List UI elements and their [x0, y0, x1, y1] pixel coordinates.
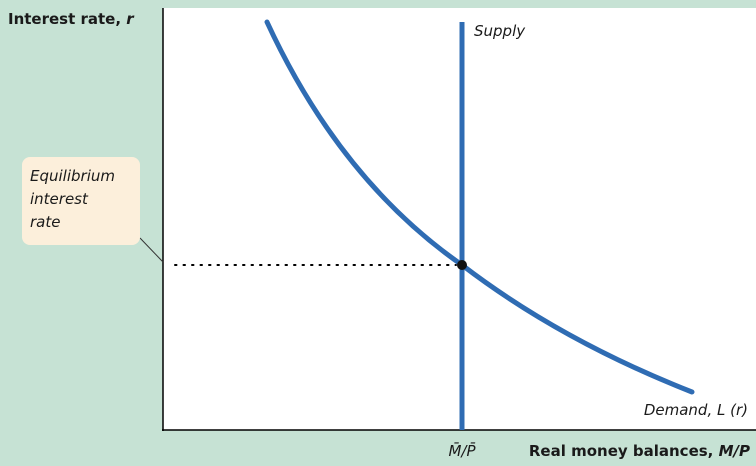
callout-line: Equilibrium — [30, 167, 115, 185]
supply-level-label: M̄/P̄ — [448, 441, 476, 460]
callout-line: rate — [30, 213, 60, 231]
y-axis-title: Interest rate, r — [8, 10, 135, 28]
demand-label: Demand, L (r) — [644, 401, 748, 419]
x-axis-label: Real money balances, — [529, 442, 719, 460]
y-axis-variable: r — [126, 10, 135, 28]
callout-box — [22, 157, 140, 245]
callout-leader — [139, 237, 164, 263]
supply-label: Supply — [474, 22, 526, 40]
x-axis-title: Real money balances, M/P — [529, 442, 750, 460]
x-axis-variable: M/P — [719, 442, 750, 460]
equilibrium-point — [457, 260, 467, 270]
y-axis-label: Interest rate, — [8, 10, 126, 28]
callout-line: interest — [30, 190, 89, 208]
